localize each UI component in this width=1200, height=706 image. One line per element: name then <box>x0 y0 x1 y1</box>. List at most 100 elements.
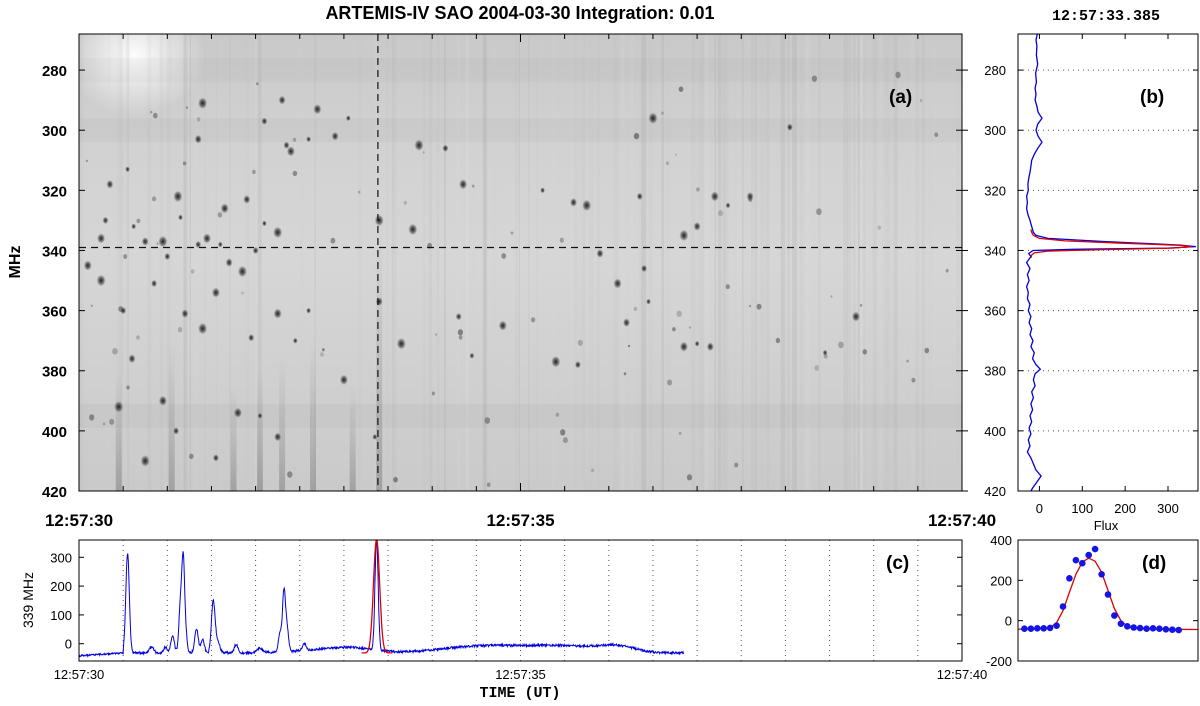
spectrogram-speck <box>667 379 673 386</box>
spectrogram-spike <box>202 233 212 244</box>
spectrogram-speck <box>435 333 438 336</box>
panel-c-x-ticks: 12:57:30 12:57:35 12:57:40 <box>54 667 988 682</box>
texture-stripe <box>751 34 754 491</box>
spectrogram-vertical-bands <box>115 220 383 491</box>
spectrogram-spike <box>498 320 507 331</box>
texture-stripe <box>621 34 625 491</box>
texture-stripe <box>754 34 758 491</box>
x-tick-label: 100 <box>1071 501 1093 516</box>
panel-b-xlabel: Flux <box>1094 518 1119 533</box>
texture-stripe <box>650 34 653 491</box>
y-tick-label: 200 <box>50 579 72 594</box>
spectrogram-speck <box>633 306 638 311</box>
spectrogram-band <box>257 370 263 491</box>
spectrogram-spike <box>178 214 183 221</box>
spectrogram-spike <box>375 297 383 306</box>
spectrogram-speck <box>152 196 157 202</box>
spectrogram-spike <box>164 252 171 261</box>
texture-stripe <box>928 34 933 491</box>
spectrogram-speck <box>501 253 507 259</box>
panel-d-peak-fit: -200 0 200 400 (d) <box>986 533 1199 669</box>
texture-stripe <box>759 34 765 491</box>
spectrogram-speck <box>775 337 781 344</box>
y-tick-label: 320 <box>984 183 1006 198</box>
texture-stripe <box>427 34 430 491</box>
texture-stripe <box>727 34 731 491</box>
spectrogram-spike <box>248 334 255 342</box>
spectrogram-speck <box>292 137 297 142</box>
data-point <box>1046 624 1054 632</box>
data-point <box>1130 624 1137 631</box>
spectrogram-spike <box>551 355 561 368</box>
spectrogram-spike <box>140 455 150 467</box>
spectrogram-speck <box>623 372 627 376</box>
texture-stripe <box>183 34 187 491</box>
spectrogram-speck <box>859 303 863 307</box>
spectrogram-speck <box>811 75 818 82</box>
spectrogram-speck <box>686 474 693 481</box>
panel-c-label: (c) <box>886 553 909 574</box>
panel-a-y-ticks: 280 300 320 340 360 380 400 420 <box>42 63 962 501</box>
texture-stripe <box>697 34 700 491</box>
spectrogram-speck <box>136 218 141 224</box>
y-tick-label: 280 <box>984 63 1006 78</box>
spectrogram-spike <box>283 141 290 149</box>
texture-stripe <box>699 34 704 491</box>
spectrogram-spike <box>97 233 106 244</box>
texture-stripe <box>429 34 433 491</box>
y-tick-label: 380 <box>984 364 1006 379</box>
texture-stripe <box>299 34 304 491</box>
spectrogram-spike <box>233 407 242 418</box>
data-point <box>1079 559 1086 567</box>
panel-c-time-profile: 0 100 200 300 12:57:30 12:57:35 12:57:40 339 … <box>20 539 987 702</box>
texture-stripe <box>127 34 129 491</box>
data-point <box>1111 612 1118 619</box>
spectrogram-speck <box>718 210 723 217</box>
panel-c-xlabel: TIME (UT) <box>479 685 560 702</box>
time-profile-line <box>79 540 685 658</box>
texture-stripe <box>108 34 110 491</box>
texture-stripe <box>641 34 647 491</box>
texture-stripe <box>484 34 487 491</box>
texture-stripe <box>872 34 877 491</box>
panel-b-frame <box>1017 33 1199 492</box>
texture-stripe <box>665 34 671 491</box>
texture-stripe <box>465 34 469 491</box>
panel-b-y-ticks: 280 300 320 340 360 380 400 420 <box>962 63 1198 499</box>
texture-stripe <box>149 34 152 491</box>
data-point <box>1124 623 1131 630</box>
texture-stripe <box>922 34 926 491</box>
texture-stripe <box>391 34 395 491</box>
data-point <box>1040 625 1047 632</box>
texture-stripe <box>805 34 811 491</box>
texture-stripe <box>884 34 889 491</box>
spectrogram-spike <box>372 433 378 440</box>
spectrogram-spike <box>786 123 793 131</box>
spectrogram-speck <box>252 169 256 175</box>
texture-stripe <box>764 34 767 491</box>
texture-stripe <box>722 34 728 491</box>
texture-stripe <box>528 34 530 491</box>
spectrogram-speck <box>672 327 676 332</box>
texture-stripe <box>189 34 191 491</box>
panel-d-marks <box>1018 545 1198 634</box>
spectrogram-spikes <box>83 71 949 487</box>
texture-stripe <box>894 34 898 491</box>
texture-stripe <box>688 34 692 491</box>
texture-stripe <box>695 34 697 491</box>
texture-stripe <box>858 34 861 491</box>
spectrogram-spike <box>274 432 282 442</box>
spectrogram-speck <box>530 317 536 323</box>
texture-stripe <box>257 34 262 491</box>
spectrogram-speck <box>627 344 631 348</box>
y-tick-label: 280 <box>42 63 67 80</box>
texture-stripe <box>853 34 856 491</box>
spectrogram-spike <box>339 374 348 385</box>
texture-stripe <box>194 34 199 491</box>
flux-series-line <box>1030 229 1192 259</box>
spectrogram-speck <box>189 453 194 459</box>
texture-stripe <box>802 34 808 491</box>
spectrogram-speck <box>748 304 752 308</box>
spectrogram-spike <box>613 278 622 289</box>
